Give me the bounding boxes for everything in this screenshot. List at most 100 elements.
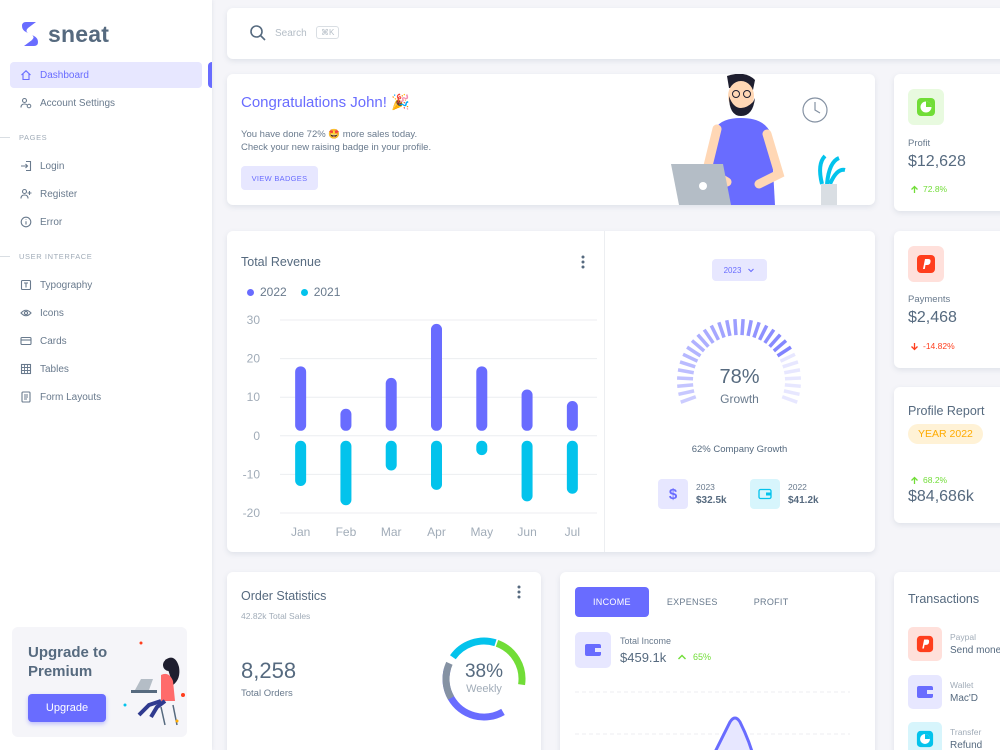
tab-income[interactable]: INCOME — [575, 587, 649, 617]
order-statistics-card: Order Statistics 42.82k Total Sales 8,25… — [227, 572, 541, 750]
bar-2022-jan[interactable] — [295, 366, 307, 431]
x-tick-label: Jun — [517, 525, 536, 539]
gauge-tick — [682, 352, 699, 363]
bar-2022-may[interactable] — [476, 366, 488, 431]
more-vertical-icon[interactable] — [581, 255, 585, 269]
year-select-dropdown[interactable]: 2023 — [712, 259, 767, 281]
sidebar-item-typography[interactable]: Typography — [10, 272, 202, 298]
bar-2021-jan[interactable] — [295, 440, 307, 486]
bar-2022-jun[interactable] — [521, 389, 533, 431]
home-icon — [21, 70, 31, 81]
gauge-tick — [784, 383, 801, 388]
sidebar-item-label: Login — [40, 160, 65, 172]
bar-2021-mar[interactable] — [385, 440, 397, 471]
woman-laptop-illustration-icon — [123, 641, 185, 726]
info-circle-icon — [20, 216, 32, 228]
y-tick-label: -10 — [243, 467, 261, 481]
divider — [604, 231, 605, 552]
mini-stat-value: $32.5k — [696, 495, 727, 506]
eye-icon — [20, 309, 32, 317]
more-vertical-icon[interactable] — [517, 585, 521, 599]
profile-report-change: 68.2% — [910, 475, 947, 485]
transaction-item[interactable]: Transfer Refund — [908, 722, 982, 750]
gauge-tick — [757, 324, 769, 341]
sidebar-item-login[interactable]: Login — [10, 153, 202, 179]
mini-stat-value: $41.2k — [788, 495, 819, 506]
bar-2021-apr[interactable] — [431, 440, 442, 490]
gauge-tick — [784, 376, 802, 381]
wallet-icon — [750, 479, 780, 509]
order-stats-subtitle: 42.82k Total Sales — [241, 611, 311, 621]
bar-2022-apr[interactable] — [431, 323, 442, 431]
gauge-tick — [763, 328, 776, 344]
gauge-tick — [782, 360, 799, 369]
legend-item: 2022 — [247, 285, 287, 299]
user-gear-icon — [20, 97, 32, 109]
profile-report-card: Profile Report YEAR 2022 68.2% $84,686k — [894, 387, 1000, 523]
growth-label: Growth — [720, 392, 759, 406]
table-icon — [20, 363, 32, 375]
sidebar-item-register[interactable]: Register — [10, 181, 202, 207]
gauge-tick — [733, 319, 738, 336]
search-icon[interactable] — [249, 24, 267, 42]
profit-change: 72.8% — [910, 184, 947, 194]
bar-2021-feb[interactable] — [340, 440, 352, 506]
transactions-title: Transactions — [908, 592, 980, 606]
profile-report-title: Profile Report — [908, 404, 985, 418]
gauge-tick — [783, 389, 800, 397]
search-input[interactable]: Search — [275, 28, 307, 39]
gauge-tick — [776, 345, 792, 358]
bar-2021-jul[interactable] — [566, 440, 578, 494]
gauge-tick — [696, 333, 710, 348]
income-change: 65% — [677, 652, 711, 662]
active-indicator — [208, 62, 212, 88]
sneat-logo-icon — [22, 22, 38, 46]
typography-icon — [20, 279, 32, 291]
arrow-up-icon — [911, 476, 918, 484]
bar-2022-feb[interactable] — [340, 408, 352, 431]
x-tick-label: Jan — [291, 525, 310, 539]
sidebar-item-error[interactable]: Error — [10, 209, 202, 235]
sidebar-item-icons[interactable]: Icons — [10, 300, 202, 326]
income-tabs: INCOME EXPENSES PROFIT — [575, 587, 807, 617]
tab-expenses[interactable]: EXPENSES — [666, 597, 718, 607]
transaction-item[interactable]: Wallet Mac'D — [908, 675, 978, 709]
search-shortcut: ⌘K — [316, 26, 340, 39]
growth-percent: 78% — [719, 366, 760, 388]
top-navbar: Search ⌘K — [227, 8, 1000, 59]
congrats-title: Congratulations John! 🎉 — [241, 94, 410, 111]
gauge-tick — [746, 319, 753, 337]
y-tick-label: 30 — [247, 313, 261, 327]
income-card: INCOME EXPENSES PROFIT Total Income $459… — [560, 572, 875, 750]
tab-profit[interactable]: PROFIT — [753, 597, 789, 607]
transaction-item[interactable]: Paypal Send money — [908, 627, 1000, 661]
order-stats-title: Order Statistics — [241, 589, 327, 603]
sidebar-item-cards[interactable]: Cards — [10, 328, 202, 354]
y-tick-label: 20 — [247, 352, 261, 366]
bar-2022-jul[interactable] — [566, 401, 578, 431]
mini-stat-year: 2023 — [696, 482, 715, 492]
sidebar: sneat Dashboard Account Settings PAGES L… — [0, 0, 212, 750]
bar-2022-mar[interactable] — [385, 377, 397, 431]
user-plus-icon — [20, 188, 32, 199]
sidebar-item-tables[interactable]: Tables — [10, 356, 202, 382]
income-value: $459.1k — [620, 650, 667, 665]
gauge-tick — [680, 395, 697, 404]
upgrade-button[interactable]: Upgrade — [28, 694, 106, 722]
sidebar-item-account-settings[interactable]: Account Settings — [10, 90, 202, 116]
view-badges-button[interactable]: VIEW BADGES — [241, 166, 318, 190]
sidebar-item-dashboard[interactable]: Dashboard — [10, 62, 202, 88]
divider — [0, 256, 10, 257]
profit-value: $12,628 — [908, 153, 966, 170]
bar-2021-jun[interactable] — [521, 440, 533, 502]
y-tick-label: -20 — [243, 506, 261, 520]
bar-2021-may[interactable] — [476, 440, 488, 456]
sidebar-item-label: Register — [40, 188, 78, 200]
sidebar-item-form-layouts[interactable]: Form Layouts — [10, 384, 202, 410]
upgrade-card: Upgrade to Premium Upgrade — [12, 627, 187, 737]
congrats-line-2: Check your new raising badge in your pro… — [241, 142, 432, 153]
brand-logo[interactable]: sneat — [20, 20, 109, 48]
mini-stat-2022: 2022 $41.2k — [750, 479, 819, 509]
donut-label: Weekly — [466, 683, 502, 695]
wallet-icon — [908, 675, 942, 709]
